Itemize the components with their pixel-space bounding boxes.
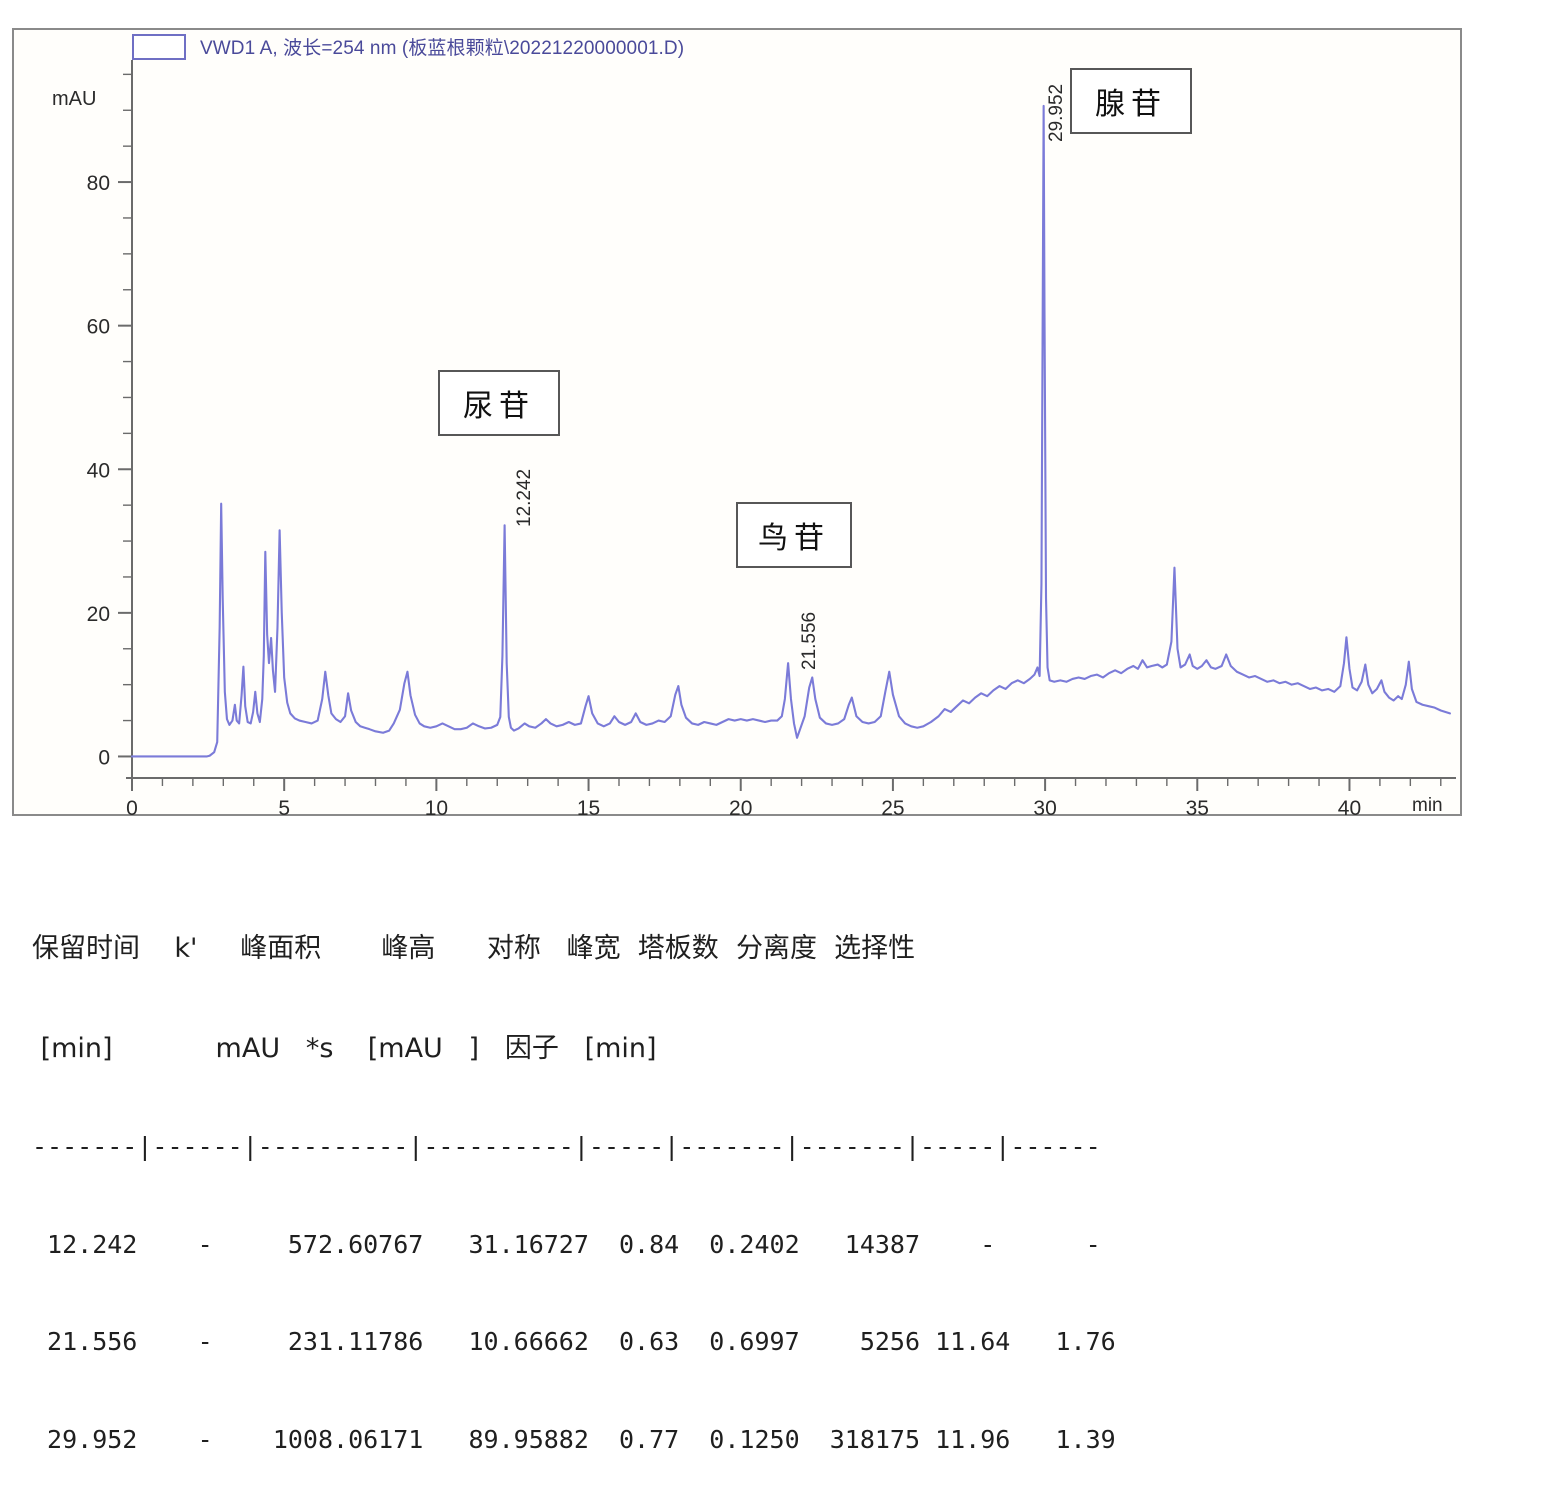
x-axis-unit-label: min xyxy=(1412,795,1443,816)
chromatogram-plot: 0 20 40 60 80 0 5 10 15 20 25 30 35 40 xyxy=(87,60,1456,818)
svg-text:40: 40 xyxy=(87,459,110,482)
table-row: 29.952 - 1008.06171 89.95882 0.77 0.1250… xyxy=(32,1424,1116,1454)
callout-uridine: 尿苷 xyxy=(438,370,560,436)
svg-text:0: 0 xyxy=(98,746,110,769)
svg-text:5: 5 xyxy=(278,797,290,818)
svg-text:10: 10 xyxy=(425,797,448,818)
table-separator: -------|------|----------|----------|---… xyxy=(32,1132,1101,1162)
svg-text:25: 25 xyxy=(881,797,904,818)
chromatogram-panel: 0 20 40 60 80 0 5 10 15 20 25 30 35 40 VWD1 A, 波长=25… xyxy=(12,28,1462,818)
table-header-line-1: 保留时间 k' 峰面积 峰高 对称 峰宽 塔板数 分离度 选择性 xyxy=(32,933,916,964)
legend: VWD1 A, 波长=254 nm (板蓝根颗粒\20221220000001.… xyxy=(132,33,684,60)
table-row: 21.556 - 231.11786 10.66662 0.63 0.6997 … xyxy=(32,1327,1116,1357)
svg-text:20: 20 xyxy=(87,603,110,626)
legend-label: VWD1 A, 波长=254 nm (板蓝根颗粒\20221220000001.… xyxy=(200,38,685,59)
callout-adenosine: 腺苷 xyxy=(1070,68,1192,134)
svg-text:80: 80 xyxy=(87,172,110,195)
callout-guanosine: 鸟苷 xyxy=(736,502,852,568)
svg-text:15: 15 xyxy=(577,797,600,818)
peak-results-table: 保留时间 k' 峰面积 峰高 对称 峰宽 塔板数 分离度 选择性 [min] m… xyxy=(32,866,1452,1489)
svg-text:60: 60 xyxy=(87,316,110,339)
svg-text:40: 40 xyxy=(1338,797,1361,818)
y-axis-ticks: 0 20 40 60 80 xyxy=(87,73,132,769)
x-axis-ticks: 0 5 10 15 20 25 30 35 40 xyxy=(126,778,1442,818)
svg-text:20: 20 xyxy=(729,797,752,818)
rt-label-12242: 12.242 xyxy=(514,468,535,527)
svg-text:0: 0 xyxy=(126,797,138,818)
svg-text:30: 30 xyxy=(1033,797,1056,818)
rt-label-29952: 29.952 xyxy=(1046,83,1067,142)
svg-text:35: 35 xyxy=(1186,797,1209,818)
rt-label-21556: 21.556 xyxy=(799,611,820,670)
chromatogram-trace xyxy=(130,104,1451,758)
table-row: 12.242 - 572.60767 31.16727 0.84 0.2402 … xyxy=(32,1229,1101,1259)
legend-color-swatch xyxy=(132,33,186,60)
y-axis-unit-label: mAU xyxy=(52,88,97,110)
table-header-line-2: [min] mAU *s [mAU ] 因子 [min] xyxy=(32,1033,657,1065)
